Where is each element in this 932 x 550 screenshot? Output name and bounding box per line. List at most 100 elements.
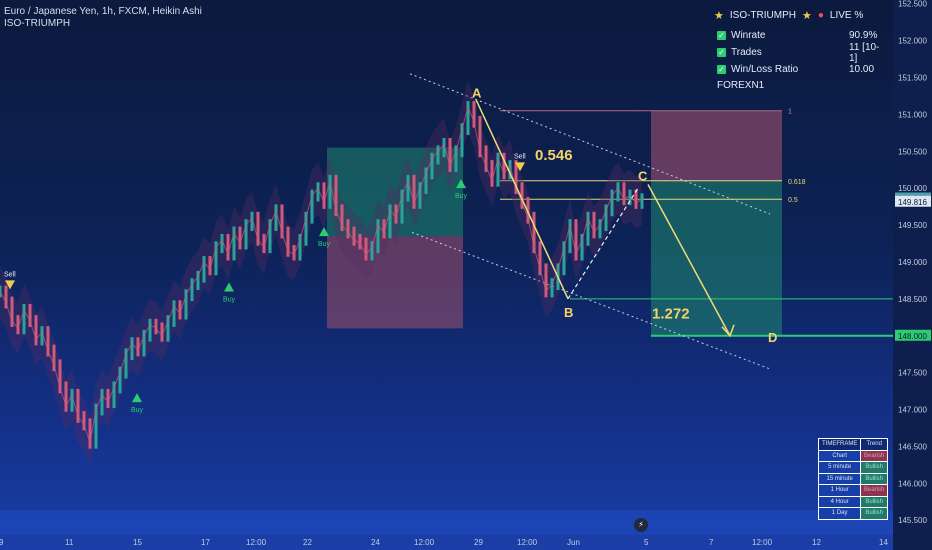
- x-tick-label: 7: [709, 538, 714, 547]
- star-icon: ★: [714, 9, 724, 22]
- trend-cloud: [0, 81, 642, 469]
- trend-table: TIMEFRAME Trend Chart Bearish 5 minute B…: [817, 438, 888, 520]
- buy-arrow-icon: [456, 179, 466, 189]
- buy-arrow-icon: [319, 227, 329, 237]
- x-tick-label: 24: [371, 538, 380, 547]
- stat-value: 10.00: [849, 64, 875, 75]
- y-tick-label: 146.500: [898, 442, 927, 451]
- table-row: 5 minute Bullish: [817, 461, 888, 474]
- x-tick-label: 22: [303, 538, 312, 547]
- y-tick-label: 152.500: [898, 0, 927, 9]
- check-icon: ✓: [717, 65, 726, 74]
- signal-label: Buy: [455, 193, 468, 200]
- arrow-head-icon: [721, 324, 735, 338]
- check-icon: ✓: [717, 48, 726, 57]
- x-tick-label: Jun: [567, 538, 580, 547]
- lightning-icon[interactable]: ⚡: [634, 518, 648, 532]
- pattern-leg-bc: [567, 187, 639, 300]
- stat-row-trades: ✓ Trades 11 [10-1]: [714, 42, 884, 64]
- timeframe-cell: 15 minute: [817, 472, 862, 485]
- trend-cell: Bullish: [860, 495, 888, 508]
- x-tick-label: 14: [879, 538, 888, 547]
- y-tick-label: 152.000: [898, 37, 927, 46]
- fib-label: 0.618: [788, 179, 806, 186]
- signal-label: Sell: [4, 271, 16, 278]
- fib-label: 0.5: [788, 197, 798, 204]
- table-row: 1 Day Bullish: [817, 507, 888, 520]
- stat-label: Trades: [731, 47, 762, 58]
- pattern-leg-ab: [475, 99, 569, 300]
- x-tick-label: 17: [201, 538, 210, 547]
- risk-zone-box: [327, 236, 463, 329]
- stats-title: ISO-TRIUMPH: [729, 9, 796, 21]
- check-icon: ✓: [717, 31, 726, 40]
- x-tick-label: 5: [644, 538, 649, 547]
- x-tick-label: 11: [65, 538, 74, 547]
- buy-arrow-icon: [132, 393, 142, 403]
- buy-arrow-icon: [224, 282, 234, 292]
- channel-upper-line: [409, 73, 771, 215]
- stats-panel: ★ ISO-TRIUMPH ★ ● LIVE % ✓ Winrate 90.9%…: [714, 8, 884, 92]
- y-tick-label: 146.000: [898, 479, 927, 488]
- timeframe-cell: Chart: [817, 449, 862, 462]
- x-tick-label: 29: [474, 538, 483, 547]
- stats-title-row: ★ ISO-TRIUMPH ★ ● LIVE %: [714, 8, 884, 22]
- live-label: LIVE %: [829, 9, 864, 21]
- trend-cell: Bullish: [860, 472, 888, 485]
- timeframe-cell: 5 minute: [817, 461, 862, 474]
- price-tag-label: 148.000: [898, 332, 927, 341]
- y-tick-label: 150.500: [898, 147, 927, 156]
- signal-label: Buy: [223, 296, 236, 303]
- price-tag: [895, 329, 931, 341]
- stats-tag: FOREXN1: [717, 80, 765, 91]
- stat-row-ratio: ✓ Win/Loss Ratio 10.00: [714, 61, 884, 78]
- signal-label: Buy: [131, 407, 144, 414]
- y-tick-label: 147.500: [898, 369, 927, 378]
- sell-arrow-icon: [5, 280, 15, 290]
- timeframe-cell: 1 Day: [817, 507, 862, 520]
- price-series-line: [0, 105, 643, 443]
- pattern-point-label: D: [768, 330, 777, 345]
- pattern-point-label: B: [564, 305, 573, 320]
- star-icon: ★: [801, 9, 812, 22]
- table-row: 4 Hour Bullish: [817, 495, 888, 508]
- ratio-label: 0.546: [535, 147, 573, 164]
- stop-zone-box: [651, 110, 782, 181]
- y-tick-label: 145.500: [898, 516, 927, 525]
- x-tick-label: 12: [812, 538, 821, 547]
- x-tick-label: 12:00: [752, 538, 773, 547]
- signal-label: Buy: [318, 241, 331, 248]
- y-tick-label: 150.000: [898, 184, 927, 193]
- price-tag-label: 149.816: [898, 198, 927, 207]
- y-tick-label: 149.500: [898, 221, 927, 230]
- pattern-point-label: C: [638, 168, 648, 183]
- ratio-label: 1.272: [652, 306, 690, 323]
- signal-label: Sell: [514, 153, 526, 160]
- trend-table-header: TIMEFRAME: [817, 438, 862, 451]
- price-tag: [895, 195, 931, 207]
- trend-cell: Bearish: [860, 449, 888, 462]
- y-tick-label: 149.000: [898, 258, 927, 267]
- pattern-point-label: A: [472, 86, 482, 101]
- table-row: 15 minute Bullish: [817, 472, 888, 485]
- y-tick-label: 147.000: [898, 406, 927, 415]
- bottom-band: [0, 510, 893, 535]
- symbol-header: Euro / Japanese Yen, 1h, FXCM, Heikin As…: [4, 6, 202, 17]
- trend-cell: Bullish: [860, 507, 888, 520]
- x-tick-label: 15: [133, 538, 142, 547]
- pattern-leg-cd: [647, 184, 731, 337]
- price-axis: [893, 0, 932, 550]
- timeframe-cell: 4 Hour: [817, 495, 862, 508]
- y-tick-label: 151.500: [898, 73, 927, 82]
- x-tick-label: 12:00: [246, 538, 267, 547]
- stat-label: Win/Loss Ratio: [731, 64, 799, 75]
- trend-cell: Bearish: [860, 484, 888, 497]
- table-row: 1 Hour Bearish: [817, 484, 888, 497]
- live-dot-icon: ●: [817, 9, 824, 21]
- x-tick-label: 12:00: [414, 538, 435, 547]
- sell-arrow-icon: [515, 162, 525, 172]
- x-tick-label: 12:00: [517, 538, 538, 547]
- indicator-name: ISO-TRIUMPH: [4, 18, 71, 29]
- stat-label: Winrate: [731, 30, 766, 41]
